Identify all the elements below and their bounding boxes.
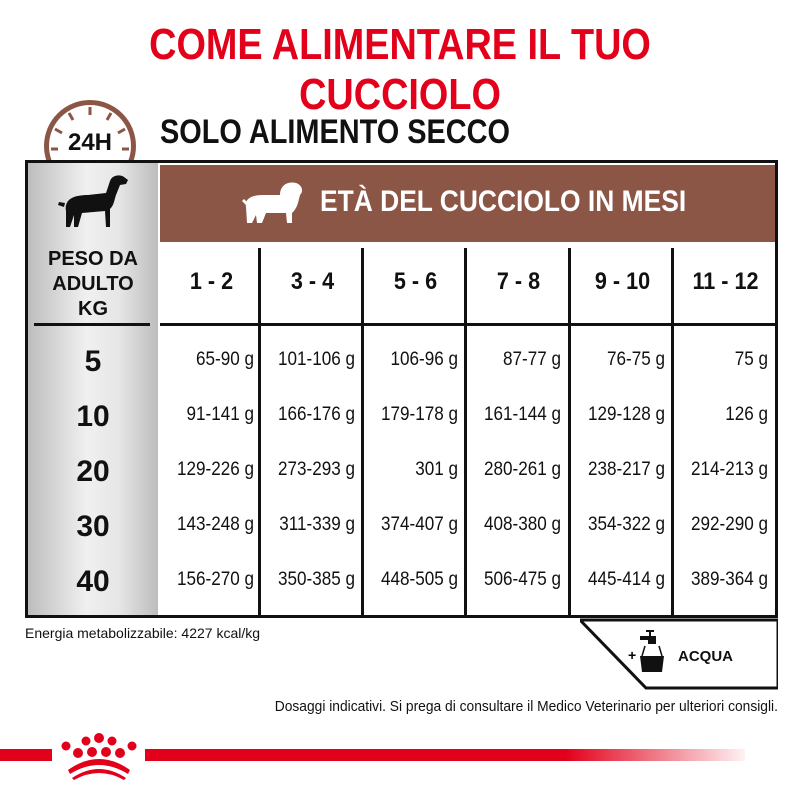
column-divider [258, 248, 261, 615]
weight-header-line: PESO DA [47, 248, 139, 270]
table-cell: 408-380 g [483, 514, 561, 535]
column-header: 9 - 10 [594, 268, 651, 295]
divider [160, 323, 778, 326]
column-header: 11 - 12 [692, 268, 759, 295]
table-cell: 280-261 g [483, 459, 561, 480]
table-cell: 129-226 g [176, 459, 254, 480]
page-title: COME ALIMENTARE IL TUO CUCCIOLO [149, 20, 651, 119]
adult-dog-icon [58, 175, 128, 227]
table-cell: 166-176 g [277, 404, 355, 425]
plus-sign: + [628, 647, 636, 663]
table-cell: 143-248 g [176, 514, 254, 535]
weight-header: PESO DA ADULTO KG [28, 247, 158, 322]
royal-canin-crown-logo [61, 733, 137, 780]
table-cell: 161-144 g [483, 404, 561, 425]
table-cell: 374-407 g [380, 514, 458, 535]
table-cell: 106-96 g [390, 349, 458, 370]
age-header-label: ETÀ DEL CUCCIOLO IN MESI [320, 185, 687, 218]
table-cell: 389-364 g [690, 569, 768, 590]
table-cell: 126 g [725, 404, 768, 425]
table-cell: 179-178 g [380, 404, 458, 425]
brand-bar [145, 749, 745, 761]
weight-kg: 40 [76, 565, 110, 598]
column-divider [671, 248, 674, 615]
column-header: 3 - 4 [290, 268, 335, 295]
divider [34, 323, 150, 326]
tap-bowl-icon: + [628, 630, 664, 672]
water-label: ACQUA [678, 648, 733, 665]
energy-info: Energia metabolizzabile: 4227 kcal/kg [25, 625, 261, 641]
table-cell: 238-217 g [587, 459, 665, 480]
column-divider [464, 248, 467, 615]
column-divider [361, 248, 364, 615]
age-header: ETÀ DEL CUCCIOLO IN MESI [160, 165, 775, 242]
weight-header-line: ADULTO [52, 273, 134, 295]
table-cell: 311-339 g [279, 514, 355, 535]
subtitle: SOLO ALIMENTO SECCO [160, 113, 511, 151]
table-cell: 65-90 g [195, 349, 254, 370]
table-cell: 91-141 g [186, 404, 254, 425]
puppy-icon [242, 182, 303, 223]
table-cell: 273-293 g [277, 459, 355, 480]
table-cell: 76-75 g [606, 349, 665, 370]
table-cell: 214-213 g [690, 459, 768, 480]
column-header: 7 - 8 [496, 268, 541, 295]
table-cell: 448-505 g [380, 569, 458, 590]
weight-header-line: KG [78, 298, 108, 320]
brand-bar [0, 749, 52, 761]
column-header: 1 - 2 [189, 268, 234, 295]
weight-kg: 5 [84, 345, 102, 378]
table-cell: 350-385 g [277, 569, 355, 590]
disclaimer: Dosaggi indicativi. Si prega di consulta… [274, 698, 778, 715]
table-cell: 506-475 g [483, 569, 561, 590]
table-cell: 301 g [415, 459, 458, 480]
table-cell: 292-290 g [690, 514, 768, 535]
weight-kg: 30 [76, 510, 110, 543]
table-cell: 129-128 g [587, 404, 665, 425]
water-box: + ACQUA [580, 618, 778, 690]
table-cell: 87-77 g [502, 349, 561, 370]
table-cell: 101-106 g [277, 349, 355, 370]
table-cell: 354-322 g [587, 514, 665, 535]
weight-kg: 20 [76, 455, 110, 488]
clock-label: 24H [67, 129, 113, 156]
weight-column: PESO DA ADULTO KG [28, 163, 158, 615]
table-cell: 156-270 g [176, 569, 254, 590]
column-divider [568, 248, 571, 615]
table-cell: 445-414 g [587, 569, 665, 590]
column-header: 5 - 6 [393, 268, 438, 295]
feeding-table: PESO DA ADULTO KG ETÀ DEL CUCCIOLO IN ME… [25, 160, 778, 618]
table-cell: 75 g [734, 349, 768, 370]
weight-kg: 10 [76, 400, 110, 433]
